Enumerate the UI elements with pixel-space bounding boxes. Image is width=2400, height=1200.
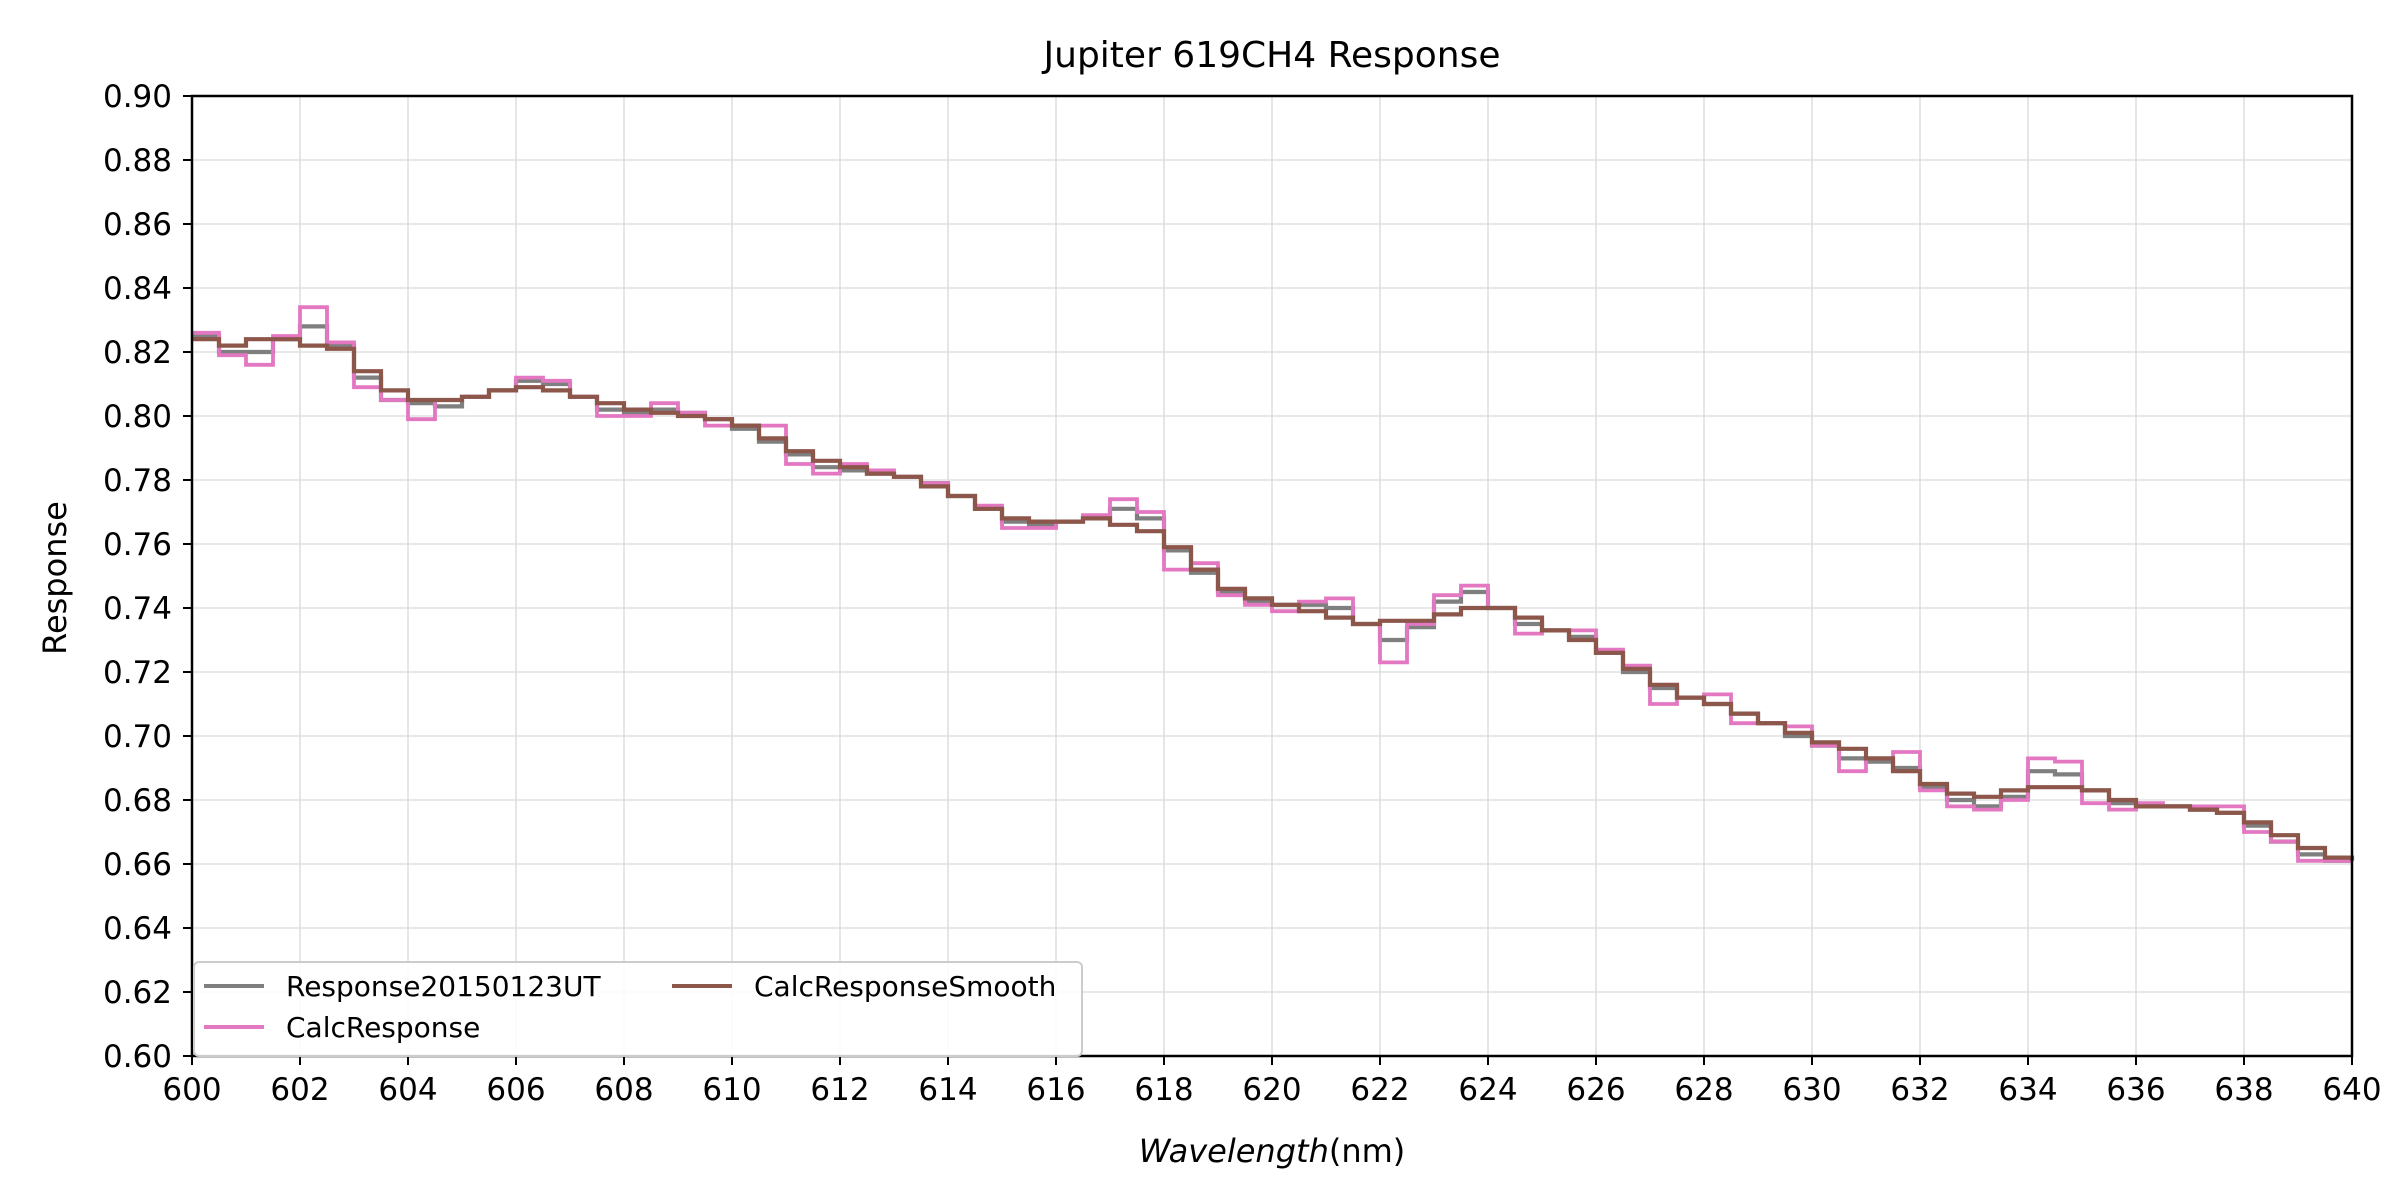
y-tick-label: 0.62 — [103, 975, 172, 1011]
y-tick-label: 0.80 — [103, 399, 172, 435]
y-tick-label: 0.70 — [103, 719, 172, 755]
y-axis-label: Response — [36, 501, 74, 655]
y-tick-label: 0.90 — [103, 79, 172, 115]
axis-ticks — [183, 95, 2353, 1065]
x-tick-label: 608 — [594, 1072, 653, 1108]
x-axis-label: Wavelength(nm) — [1139, 1132, 1406, 1170]
legend-box — [193, 961, 1083, 1057]
x-tick-label: 606 — [486, 1072, 545, 1108]
x-tick-label: 616 — [1026, 1072, 1085, 1108]
y-tick-label: 0.68 — [103, 783, 172, 819]
y-tick-label: 0.84 — [103, 271, 172, 307]
grid — [191, 95, 2353, 1057]
chart-title: Jupiter 619CH4 Response — [1042, 35, 1501, 76]
plot-lines — [192, 305, 2355, 863]
y-tick-label: 0.72 — [103, 655, 172, 691]
y-tick-label: 0.76 — [103, 527, 172, 563]
axis-tick-labels: 600 602 604 606 608 610 612 614 616 618 620 622 624 6… — [103, 79, 2382, 1108]
y-tick-label: 0.66 — [103, 847, 172, 883]
x-tick-label: 638 — [2214, 1072, 2273, 1108]
x-tick-label: 630 — [1782, 1072, 1841, 1108]
x-tick-label: 614 — [918, 1072, 977, 1108]
legend: Response20150123UT CalcResponse CalcResp… — [193, 961, 1083, 1057]
x-tick-label: 618 — [1134, 1072, 1193, 1108]
x-tick-label: 600 — [162, 1072, 221, 1108]
y-tick-label: 0.78 — [103, 463, 172, 499]
legend-label-response20150123ut: Response20150123UT — [286, 970, 601, 1003]
x-tick-label: 636 — [2106, 1072, 2165, 1108]
legend-label-calcresponsesmooth: CalcResponseSmooth — [754, 970, 1056, 1003]
y-tick-label: 0.60 — [103, 1039, 172, 1075]
y-tick-label: 0.74 — [103, 591, 172, 627]
series-line-calcresponsesmooth — [192, 337, 2355, 861]
x-tick-label: 624 — [1458, 1072, 1517, 1108]
x-tick-label: 626 — [1566, 1072, 1625, 1108]
x-tick-label: 604 — [378, 1072, 437, 1108]
x-tick-label: 632 — [1890, 1072, 1949, 1108]
x-tick-label: 620 — [1242, 1072, 1301, 1108]
x-axis-label-main: Wavelength — [1139, 1132, 1329, 1170]
x-axis-label-unit: (nm) — [1329, 1132, 1405, 1170]
x-tick-label: 628 — [1674, 1072, 1733, 1108]
x-tick-label: 634 — [1998, 1072, 2057, 1108]
x-tick-label: 640 — [2322, 1072, 2381, 1108]
x-tick-label: 612 — [810, 1072, 869, 1108]
y-tick-label: 0.82 — [103, 335, 172, 371]
x-tick-label: 602 — [270, 1072, 329, 1108]
y-tick-label: 0.88 — [103, 143, 172, 179]
x-tick-label: 622 — [1350, 1072, 1409, 1108]
y-tick-label: 0.86 — [103, 207, 172, 243]
y-tick-label: 0.64 — [103, 911, 172, 947]
x-tick-label: 610 — [702, 1072, 761, 1108]
legend-label-calcresponse: CalcResponse — [286, 1011, 480, 1044]
